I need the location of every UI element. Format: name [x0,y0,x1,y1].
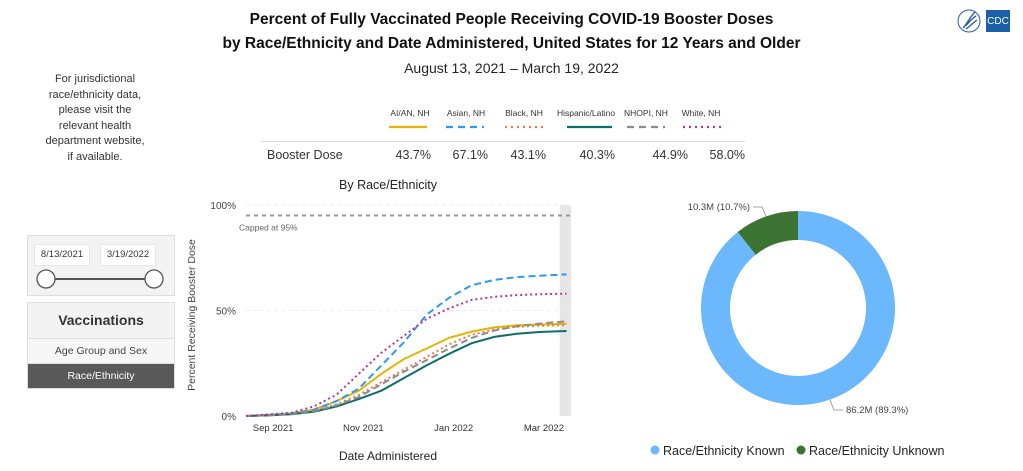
value-hispanic: 40.3% [579,148,615,162]
cap-reference-label: Capped at 95% [239,223,298,233]
legend-label[interactable]: Race/Ethnicity Unknown [809,444,945,458]
group-header: White, NH [681,108,721,118]
legend-swatches [389,125,721,129]
shaded-region [559,205,571,416]
date-range: August 13, 2021 – March 19, 2022 [404,60,619,76]
y-tick-label: 50% [216,307,236,318]
booster-summary-table: AI/AN, NH Asian, NH Black, NH Hispanic/L… [255,100,745,170]
x-tick-label: Sep 2021 [253,423,294,434]
slider-end-handle[interactable] [144,269,164,289]
date-range-slicer: 8/13/2021 3/19/2022 [27,235,175,296]
line-chart-svg: By Race/Ethnicity Percent Receiving Boos… [186,178,571,463]
row-label: Booster Dose [267,148,343,162]
group-header: Asian, NH [446,108,486,118]
note-line: race/ethnicity data, [48,88,142,101]
group-header: Hispanic/Latino [556,108,616,118]
note-line: For jurisdictional [54,73,136,85]
legend-marker [796,445,806,455]
hhs-eagle-icon [957,9,981,33]
value-nhopi: 44.9% [652,148,688,162]
chart-title: By Race/Ethnicity [339,178,438,192]
legend-marker [650,445,660,455]
y-tick-label: 0% [222,412,237,423]
series-line-asian-nh[interactable] [245,273,567,417]
nav-heading: Vaccinations [28,303,174,339]
y-axis-label: Percent Receiving Booster Dose [186,239,198,391]
vaccinations-nav: Vaccinations Age Group and Sex Race/Ethn… [27,302,175,389]
value-asian: 67.1% [452,148,488,162]
series-line-hispanic-latino[interactable] [245,330,567,417]
x-tick-label: Nov 2021 [343,423,384,434]
title-line-1: Percent of Fully Vaccinated People Recei… [249,11,774,28]
series-line-nhopi-nh[interactable] [245,320,567,417]
line-chart: By Race/Ethnicity Percent Receiving Boos… [180,175,600,467]
date-slider[interactable] [28,266,176,296]
series-line-ai-an-nh[interactable] [245,322,567,417]
note-line: relevant health [58,119,132,132]
start-date-input[interactable]: 8/13/2021 [34,244,90,266]
note-line: if available. [67,150,123,163]
value-black: 43.1% [510,148,546,162]
value-white: 58.0% [709,148,745,162]
nav-item-race-ethnicity[interactable]: Race/Ethnicity [28,364,174,388]
x-axis-label: Date Administered [339,449,437,463]
data-label-unknown: 10.3M (10.7%) [688,202,750,213]
slider-start-handle[interactable] [36,269,56,289]
group-header: NHOPI, NH [624,108,668,118]
jurisdiction-note: For jurisdictional race/ethnicity data, … [40,72,150,165]
label-leader-known [829,399,843,411]
series-line-white-nh[interactable] [245,292,567,417]
cdc-logo-text: CDC [987,16,1009,27]
title-line-2: by Race/Ethnicity and Date Administered,… [222,35,801,52]
label-leader-unknown [753,206,767,217]
end-date-input[interactable]: 3/19/2022 [100,244,156,266]
value-aian: 43.7% [395,148,431,162]
donut-chart: 10.3M (10.7%) 86.2M (89.3%) Race/Ethnicit… [650,190,1023,467]
page-title: Percent of Fully Vaccinated People Recei… [0,8,1023,56]
table-divider [261,141,745,142]
legend-label[interactable]: Race/Ethnicity Known [663,444,785,458]
note-line: please visit the [58,104,132,116]
slice-race-ethnicity-known[interactable] [701,211,895,405]
donut-chart-svg: 10.3M (10.7%) 86.2M (89.3%) Race/Ethnicit… [650,202,945,458]
group-header: AI/AN, NH [390,108,430,118]
logos: CDC [957,6,1017,36]
note-line: department website, [45,135,145,147]
group-header: Black, NH [505,108,543,118]
x-tick-label: Jan 2022 [434,423,473,434]
x-tick-label: Mar 2022 [524,423,564,434]
y-tick-label: 100% [210,201,236,212]
data-label-known: 86.2M (89.3%) [846,405,908,416]
nav-item-age-group-and-sex[interactable]: Age Group and Sex [28,339,174,364]
slice-race-ethnicity-unknown[interactable] [737,211,798,255]
cdc-logo: CDC [986,10,1010,32]
